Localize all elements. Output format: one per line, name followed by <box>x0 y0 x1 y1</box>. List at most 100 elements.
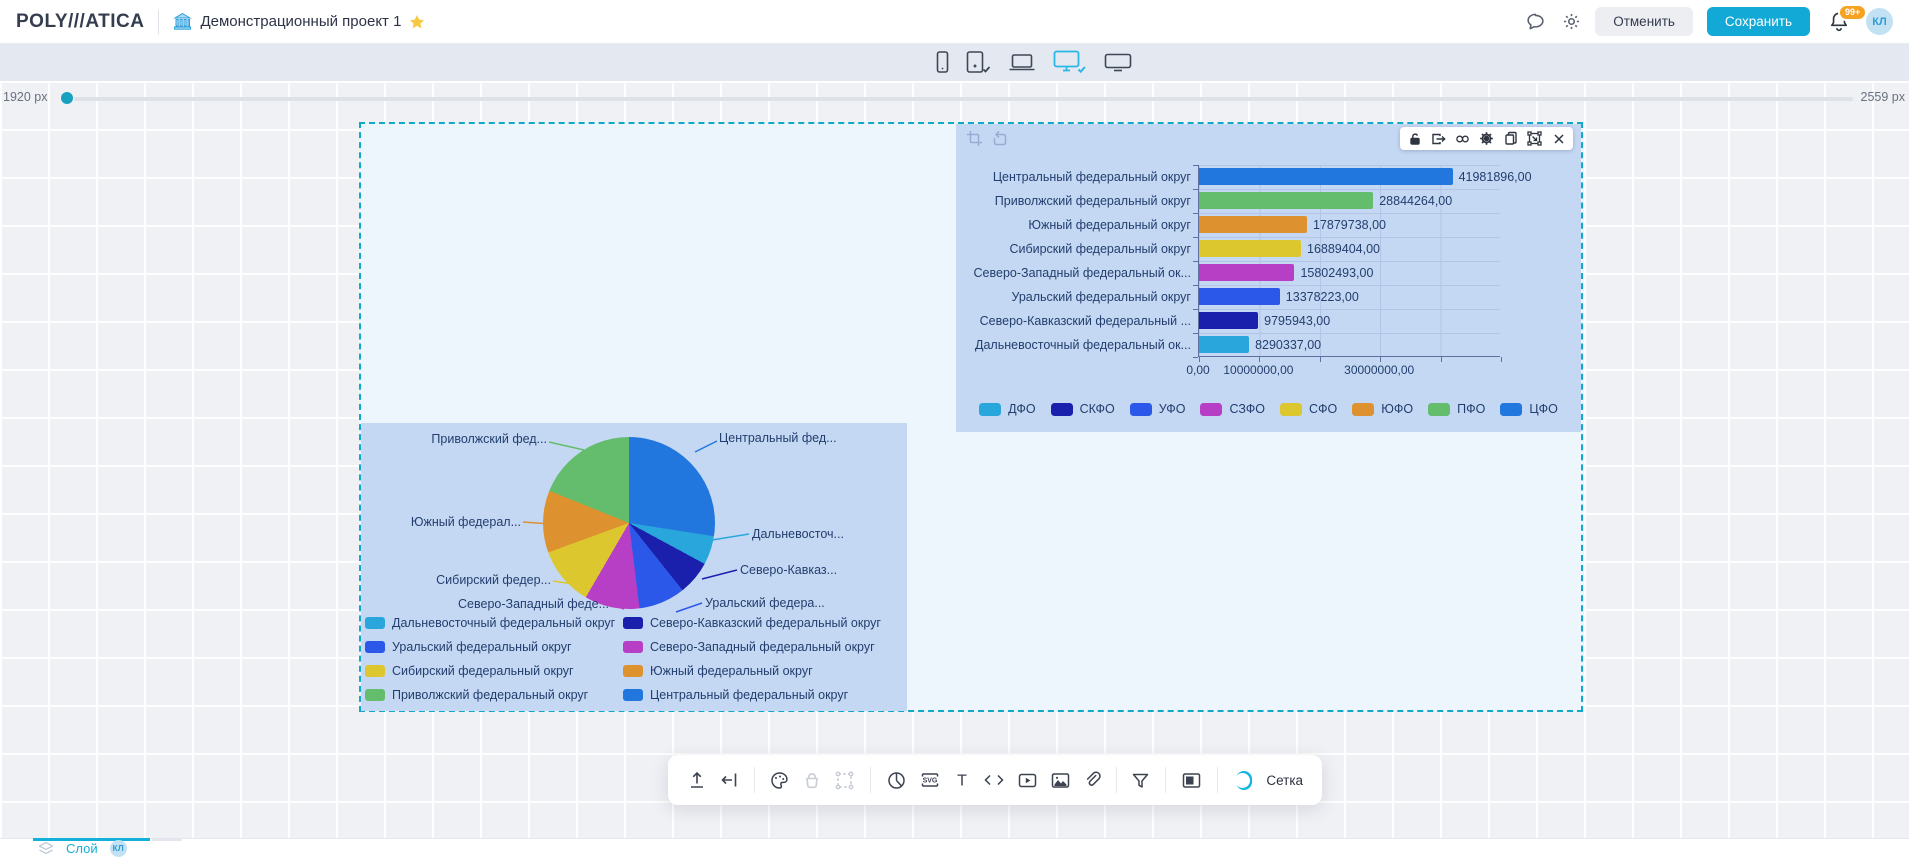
attachment-icon[interactable] <box>1083 768 1101 792</box>
chat-icon[interactable] <box>1523 10 1547 34</box>
collapse-left-icon[interactable] <box>719 768 739 792</box>
bar-category-label: Сибирский федеральный округ <box>1009 242 1191 256</box>
video-icon[interactable] <box>1017 768 1038 792</box>
ruler-max-label: 2559 px <box>1860 90 1905 104</box>
bar <box>1199 192 1374 209</box>
legend-label: Центральный федеральный округ <box>650 688 849 702</box>
bank-icon <box>173 12 193 31</box>
grid-toggle[interactable] <box>1235 770 1253 790</box>
y-axis-tick <box>1193 213 1198 214</box>
bar <box>1199 312 1259 329</box>
bar-category-label: Северо-Западный федеральный ок... <box>973 266 1191 280</box>
layers-icon[interactable] <box>38 841 54 855</box>
svg-icon[interactable]: SVG <box>919 768 941 792</box>
legend-label: ЦФО <box>1529 402 1558 416</box>
legend-color-chip <box>1352 402 1375 416</box>
user-avatar[interactable]: КЛ <box>1866 8 1893 35</box>
selected-canvas-region[interactable]: Центральный федеральный округ 41981896,00… <box>359 122 1583 712</box>
frame-select-icon[interactable] <box>834 768 855 792</box>
close-icon[interactable] <box>1551 131 1566 146</box>
bar-chart-rows: Центральный федеральный округ 41981896,00… <box>956 165 1581 357</box>
bar-chart-widget[interactable]: Центральный федеральный округ 41981896,00… <box>956 124 1581 432</box>
device-desktop-icon[interactable] <box>1053 49 1087 75</box>
gear-icon[interactable] <box>1559 10 1583 34</box>
legend-item: ПФО <box>1428 402 1485 416</box>
link-icon[interactable] <box>1455 131 1470 146</box>
filter-icon[interactable] <box>1131 768 1150 792</box>
bar <box>1199 168 1453 185</box>
legend-label: Приволжский федеральный округ <box>392 688 589 702</box>
tab-layer[interactable]: Слой <box>66 840 98 856</box>
legend-item: Приволжский федеральный округ <box>365 688 623 702</box>
device-toolbar <box>0 43 1909 81</box>
y-axis-tick <box>1193 165 1198 166</box>
y-axis-tick <box>1193 309 1198 310</box>
legend-item: ЦФО <box>1500 402 1558 416</box>
text-icon[interactable]: T <box>953 768 971 792</box>
app-header: POLY///ATICA Демонстрационный проект 1 О… <box>0 0 1909 43</box>
save-button[interactable]: Сохранить <box>1706 7 1810 36</box>
device-phone-icon[interactable] <box>936 50 949 74</box>
tab-indicator-secondary <box>152 838 182 841</box>
star-icon[interactable] <box>409 14 425 30</box>
legend-color-chip <box>623 641 643 653</box>
pie-chart-widget[interactable]: Центральный фед... Дальневосточ... Северо-… <box>361 423 907 711</box>
transform-icon[interactable] <box>1527 131 1542 146</box>
bucket-icon[interactable] <box>802 768 822 792</box>
legend-color-chip <box>623 617 643 629</box>
upload-icon[interactable] <box>687 768 707 792</box>
legend-item: ДФО <box>979 402 1036 416</box>
panel-frame-icon[interactable] <box>1181 768 1202 792</box>
legend-label: ЮФО <box>1381 402 1414 416</box>
legend-color-chip <box>1280 402 1302 416</box>
ruler-min-label: 1920 px <box>3 90 48 104</box>
legend-item: ЮФО <box>1352 402 1413 416</box>
legend-label: Южный федеральный округ <box>650 664 813 678</box>
bar <box>1199 216 1307 233</box>
copy-icon[interactable] <box>1503 131 1518 146</box>
unlock-icon[interactable] <box>1407 131 1422 146</box>
bar <box>1199 264 1295 281</box>
legend-item: Сибирский федеральный округ <box>365 664 623 678</box>
bar-row: Дальневосточный федеральный ок... 8290337… <box>956 333 1581 357</box>
notifications-bell[interactable]: 99+ <box>1828 3 1868 35</box>
palette-icon[interactable] <box>769 768 790 792</box>
device-tv-icon[interactable] <box>1104 52 1132 72</box>
legend-color-chip <box>623 665 643 677</box>
y-axis-tick <box>1193 261 1198 262</box>
y-axis-tick <box>1193 237 1198 238</box>
legend-item: СФО <box>1280 402 1337 416</box>
y-axis-tick <box>1193 357 1198 358</box>
pie-chart-icon[interactable] <box>886 768 907 792</box>
bar-row: Северо-Кавказский федеральный ... 9795943… <box>956 309 1581 333</box>
y-axis-tick <box>1193 285 1198 286</box>
legend-item: СКФО <box>1050 402 1115 416</box>
legend-color-chip <box>1200 402 1223 416</box>
bar-value-label: 9795943,00 <box>1264 314 1331 328</box>
pie-slice-label: Северо-Кавказ... <box>740 563 838 577</box>
settings-icon[interactable] <box>1479 131 1494 146</box>
width-slider-handle[interactable] <box>61 92 73 104</box>
crop-icon[interactable] <box>966 130 983 147</box>
legend-label: Дальневосточный федеральный округ <box>392 616 616 630</box>
device-tablet-icon[interactable] <box>966 50 991 74</box>
image-icon[interactable] <box>1050 768 1071 792</box>
bar-category-label: Дальневосточный федеральный ок... <box>975 338 1191 352</box>
bar-category-label: Приволжский федеральный округ <box>994 194 1191 208</box>
legend-item: Уральский федеральный округ <box>365 640 623 654</box>
project-title[interactable]: Демонстрационный проект 1 <box>200 13 402 30</box>
width-slider-track[interactable] <box>74 97 1853 101</box>
cancel-button[interactable]: Отменить <box>1595 7 1693 36</box>
legend-label: СКФО <box>1079 402 1115 416</box>
svg-text:SVG: SVG <box>923 778 938 785</box>
legend-label: Северо-Западный федеральный округ <box>650 640 875 654</box>
pie-chart-legend: Дальневосточный федеральный округ Северо-… <box>365 611 881 707</box>
editor-canvas[interactable]: 1920 px 2559 px <box>0 81 1909 838</box>
export-icon[interactable] <box>1431 131 1446 146</box>
undo-icon[interactable] <box>991 130 1008 147</box>
pie-slice-label: Южный федерал... <box>410 515 521 529</box>
x-tick-label: 30000000,00 <box>1344 363 1415 377</box>
code-icon[interactable] <box>983 768 1005 792</box>
device-laptop-icon[interactable] <box>1008 51 1036 73</box>
legend-color-chip <box>365 641 385 653</box>
